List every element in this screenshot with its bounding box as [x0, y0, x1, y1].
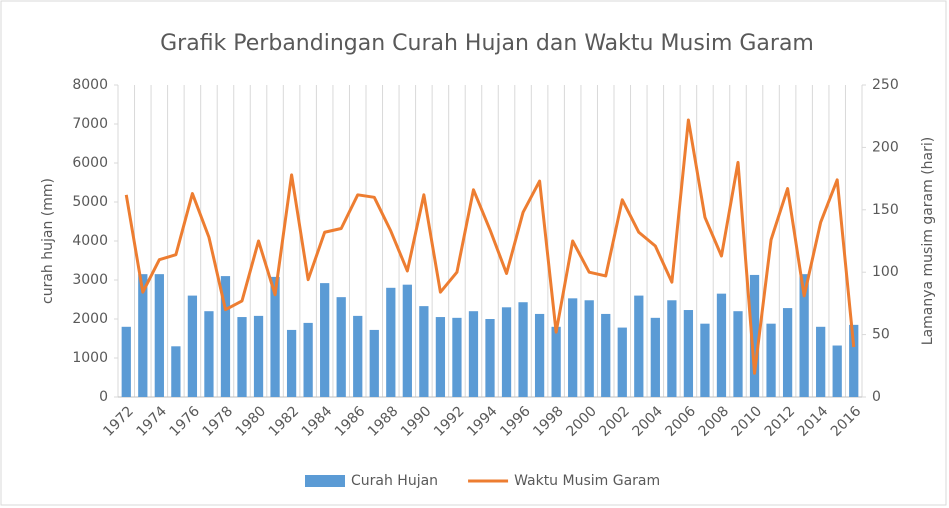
bar [766, 323, 776, 397]
line [124, 118, 856, 375]
bar [452, 317, 462, 397]
y-tick-label: 0 [99, 389, 108, 405]
y2-tick-label: 0 [872, 389, 881, 405]
bar [171, 346, 181, 397]
y-tick-label: 8000 [72, 77, 108, 93]
bar [419, 306, 429, 397]
bar [617, 327, 627, 397]
bar [253, 315, 264, 397]
y2-tick-label: 250 [872, 77, 899, 93]
bar [568, 298, 578, 397]
bar [782, 308, 793, 397]
bar [501, 307, 512, 397]
bar [485, 319, 495, 397]
y-tick-label: 4000 [72, 233, 108, 249]
bar [154, 274, 164, 397]
bar [749, 274, 760, 397]
bar [386, 287, 396, 397]
bar [435, 317, 446, 397]
y-tick-label: 2000 [72, 311, 108, 327]
bar [121, 326, 131, 397]
bar [353, 315, 363, 397]
bar [832, 345, 842, 397]
bar [584, 300, 594, 397]
y-tick-label: 3000 [72, 272, 108, 288]
y2-axis-title: Lamanya musim garam (hari) [920, 137, 936, 345]
bar [220, 276, 231, 397]
bar [518, 302, 528, 397]
y2-tick-label: 200 [872, 139, 899, 155]
bar [700, 323, 710, 397]
legend-label: Waktu Musim Garam [514, 473, 660, 489]
bar [551, 326, 561, 397]
bar [138, 274, 148, 397]
bar [270, 276, 280, 397]
bar [816, 326, 826, 397]
bar [320, 283, 330, 397]
y-tick-label: 1000 [72, 350, 108, 366]
bar [534, 313, 545, 397]
bar [402, 284, 412, 397]
legend-label: Curah Hujan [351, 473, 438, 489]
bar [683, 310, 694, 397]
bar [204, 311, 214, 397]
bar [716, 293, 727, 397]
y-tick-label: 6000 [72, 155, 108, 171]
y-tick-label: 7000 [72, 116, 108, 132]
bar [634, 295, 644, 397]
bar [650, 317, 660, 397]
bar [799, 274, 809, 397]
y2-tick-label: 50 [872, 327, 890, 343]
bar [336, 297, 346, 397]
bar [468, 311, 479, 397]
y-tick-label: 5000 [72, 194, 108, 210]
y2-tick-label: 100 [872, 264, 899, 280]
bar [286, 329, 297, 397]
bar [303, 322, 313, 397]
y2-tick-label: 150 [872, 202, 899, 218]
bar [237, 317, 247, 397]
bar [667, 300, 677, 397]
bar [187, 295, 198, 397]
legend-swatch [305, 475, 345, 487]
bar [369, 329, 379, 397]
bar [733, 311, 743, 397]
bar [849, 324, 859, 397]
bar [601, 313, 611, 397]
chart-title: Grafik Perbandingan Curah Hujan dan Wakt… [160, 31, 814, 56]
y-axis-title: curah hujan (mm) [40, 178, 56, 304]
